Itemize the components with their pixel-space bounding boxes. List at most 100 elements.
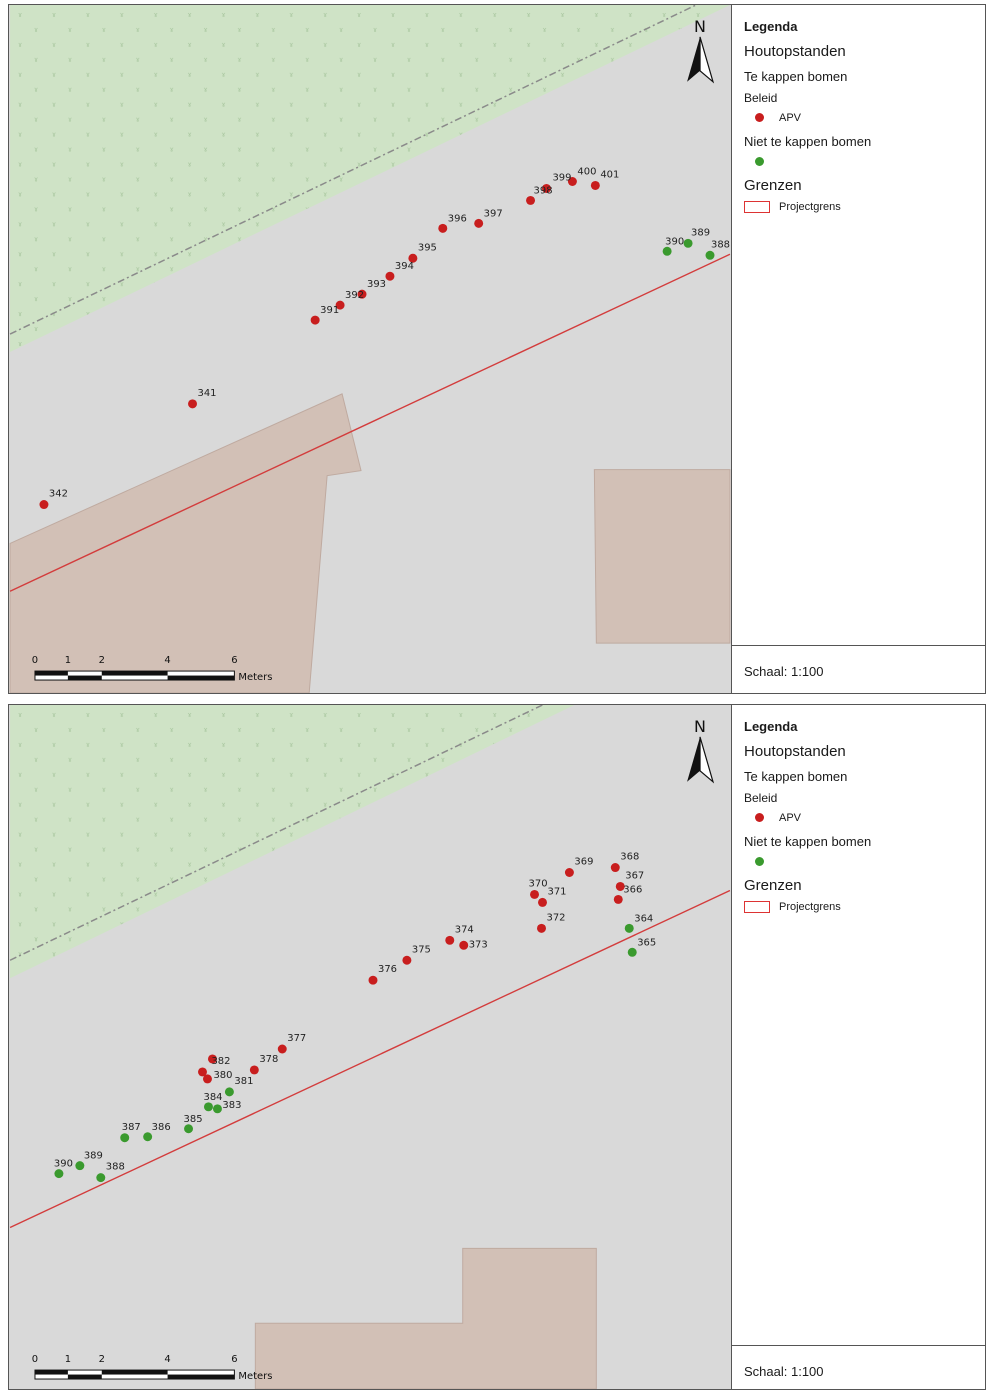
tree-cut (408, 253, 418, 263)
tree-keep (705, 250, 715, 260)
keep-dot-icon (755, 857, 764, 866)
legend-policy-label: Beleid (744, 791, 778, 805)
svg-text:Meters: Meters (238, 672, 272, 683)
tree-label: 388 (711, 239, 730, 250)
tree-labels: 368 369 367 366 370 371 372 374 373 375 … (54, 852, 656, 1173)
tree-cut (385, 271, 395, 281)
tree-cut (188, 399, 198, 409)
scale-bar: 0 1 2 4 6 Meters (32, 1354, 273, 1382)
tree-label: 382 (211, 1056, 230, 1067)
legend-cut-title: Te kappen bomen (744, 69, 848, 84)
legend-group-title: Houtopstanden (744, 743, 846, 760)
legend-keep-title: Niet te kappen bomen (744, 134, 872, 149)
apv-dot-icon (755, 113, 764, 122)
tree-label: 400 (577, 167, 596, 178)
svg-text:2: 2 (99, 655, 105, 666)
svg-text:1: 1 (65, 655, 71, 666)
tree-label: 396 (448, 213, 467, 224)
tree-label: 377 (287, 1033, 306, 1044)
tree-keep (627, 947, 637, 957)
tree-label: 392 (345, 290, 364, 301)
green-area (10, 5, 730, 352)
tree-cut (202, 1074, 212, 1084)
tree-cut (537, 923, 546, 933)
legend-policy-label: Beleid (744, 91, 778, 105)
svg-text:2: 2 (99, 1354, 105, 1365)
tree-label: 374 (455, 924, 474, 935)
tree-cut (224, 1087, 234, 1097)
projectgrens-line (9, 889, 731, 1229)
svg-text:0: 0 (32, 655, 38, 666)
scale-bar: 0 1 2 4 6 Meters (32, 655, 273, 683)
tree-label: 371 (547, 886, 566, 897)
tree-cut (335, 300, 345, 310)
tree-label: 366 (623, 884, 642, 895)
tree-cut (567, 177, 577, 186)
tree-label: 389 (691, 227, 710, 238)
tree-keep (212, 1104, 222, 1114)
tree-keep (75, 1161, 85, 1171)
building (9, 393, 362, 693)
tree-label: 389 (84, 1151, 103, 1162)
legend-apv-label: APV (779, 812, 802, 824)
tree-cut (615, 881, 625, 891)
tree-keep (683, 238, 693, 248)
tree-label: 401 (600, 169, 619, 180)
tree-cut (613, 894, 623, 904)
svg-text:0: 0 (32, 1354, 38, 1365)
tree-cut (526, 195, 536, 205)
svg-text:6: 6 (231, 1354, 237, 1365)
svg-text:4: 4 (164, 655, 170, 666)
trees-layer (39, 177, 715, 510)
tree-label: 342 (49, 489, 68, 500)
legend-cut-title: Te kappen bomen (744, 769, 848, 784)
legend-projectgrens-label: Projectgrens (779, 901, 841, 913)
tree-cut (39, 500, 49, 510)
tree-cut (564, 868, 574, 877)
legend-divider (731, 645, 985, 646)
tree-label: 381 (234, 1076, 253, 1087)
apv-dot-icon (755, 813, 764, 822)
map-frame: ɤ ɤ (9, 705, 732, 1389)
map-panel-2: ɤ ɤ (8, 704, 986, 1390)
map-canvas: ɤ ɤ (9, 5, 731, 693)
scale-text: Schaal: 1:100 (744, 664, 824, 679)
svg-text:N: N (694, 17, 706, 36)
tree-keep (184, 1124, 194, 1134)
tree-keep (624, 923, 634, 933)
tree-cut (538, 897, 547, 907)
legend-divider (731, 1345, 985, 1346)
north-arrow-icon: N (687, 17, 715, 84)
tree-label: 341 (198, 388, 217, 399)
svg-text:1: 1 (65, 1354, 71, 1365)
tree-keep (143, 1132, 153, 1142)
tree-label: 372 (546, 912, 565, 923)
projectgrens-line (9, 253, 731, 592)
svg-text:Meters: Meters (238, 1371, 272, 1382)
tree-label: 373 (469, 939, 488, 950)
tree-cut (590, 180, 600, 190)
tree-cut (542, 183, 551, 193)
legend-projectgrens-label: Projectgrens (779, 201, 841, 213)
projectgrens-swatch-icon (744, 201, 770, 213)
tree-keep (203, 1102, 213, 1112)
tree-keep (120, 1133, 130, 1143)
keep-dot-icon (755, 157, 764, 166)
scale-text: Schaal: 1:100 (744, 1364, 824, 1379)
tree-label: 364 (634, 913, 653, 924)
tree-label: 391 (320, 305, 339, 316)
legend: Legenda Houtopstanden Te kappen bomen Be… (731, 705, 985, 1389)
north-arrow-icon: N (687, 717, 715, 784)
tree-label: 365 (637, 937, 656, 948)
tree-cut (474, 218, 484, 228)
tree-keep (96, 1173, 106, 1183)
legend-group-title: Houtopstanden (744, 43, 846, 60)
tree-cut (357, 289, 367, 299)
tree-cut (277, 1044, 287, 1054)
tree-label: 386 (152, 1122, 171, 1133)
tree-label: 370 (529, 878, 548, 889)
tree-label: 376 (378, 964, 397, 975)
tree-cut (610, 863, 620, 873)
map-canvas: ɤ ɤ (9, 705, 731, 1389)
tree-cut (445, 935, 455, 945)
